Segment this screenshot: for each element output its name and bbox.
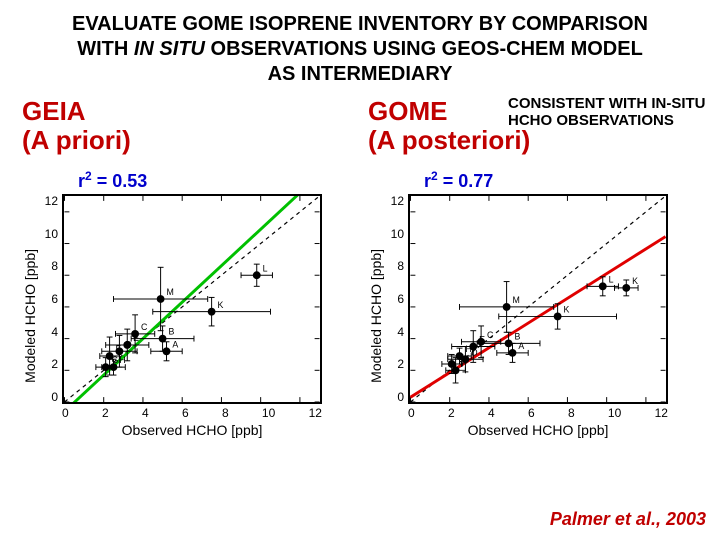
axis-tick: 0 — [408, 406, 415, 420]
axis-tick: 12 — [309, 406, 322, 420]
svg-text:K: K — [632, 276, 638, 286]
r2-prefix-left: r — [78, 171, 85, 191]
svg-text:M: M — [166, 287, 173, 297]
consistent-note-l1: CONSISTENT WITH IN-SITU — [508, 95, 720, 112]
title-line2b: OBSERVATIONS USING GEOS-CHEM MODEL — [205, 38, 643, 60]
axis-tick: 12 — [655, 406, 668, 420]
r2-suffix-left: = 0.53 — [92, 171, 148, 191]
plot-svg-left: GFHDECBAMKL — [64, 196, 320, 402]
r2-suffix-right: = 0.77 — [438, 171, 494, 191]
axis-tick: 2 — [386, 357, 404, 371]
axis-tick: 4 — [386, 325, 404, 339]
panel-header-left: GEIA (A priori) — [22, 97, 352, 167]
chart-inner-left: 121086420 GFHDECBAMKL 024681012 Observed… — [40, 194, 322, 438]
ylabel-left: Modeled HCHO [ppb] — [22, 249, 40, 383]
svg-text:C: C — [487, 330, 494, 340]
panel-gome: GOME (A posteriori) CONSISTENT WITH IN-S… — [368, 97, 698, 438]
svg-text:L: L — [263, 263, 268, 273]
svg-text:C: C — [141, 322, 148, 332]
citation: Palmer et al., 2003 — [550, 509, 706, 530]
svg-text:B: B — [168, 327, 174, 337]
axis-tick: 12 — [40, 194, 58, 208]
axis-tick: 6 — [386, 292, 404, 306]
r2-label-left: r2 = 0.53 — [78, 169, 352, 192]
consistent-note-l2: HCHO OBSERVATIONS — [508, 112, 720, 129]
axis-tick: 8 — [40, 259, 58, 273]
panel-label-geia: GEIA (A priori) — [22, 97, 352, 154]
r2-sup-right: 2 — [431, 169, 438, 183]
axis-tick: 4 — [488, 406, 495, 420]
axis-tick: 8 — [568, 406, 575, 420]
title-line2-italic: IN SITU — [134, 38, 205, 60]
axis-tick: 10 — [386, 227, 404, 241]
slide-title: EVALUATE GOME ISOPRENE INVENTORY BY COMP… — [0, 0, 720, 97]
axis-tick: 6 — [40, 292, 58, 306]
svg-text:A: A — [518, 341, 524, 351]
axis-tick: 2 — [40, 357, 58, 371]
x-axis-ticks-right: 0 2 4 6 8 10 12 — [408, 406, 668, 420]
chart-wrap-right: Modeled HCHO [ppb] 121086420 GFHDECBAMKL… — [368, 194, 698, 438]
plot-svg-right: GFHDECBAMKLK — [410, 196, 666, 402]
svg-text:H: H — [119, 355, 125, 365]
axis-tick: 6 — [528, 406, 535, 420]
axis-tick: 0 — [62, 406, 69, 420]
svg-text:M: M — [512, 295, 519, 305]
axis-tick: 2 — [448, 406, 455, 420]
chart-wrap-left: Modeled HCHO [ppb] 121086420 GFHDECBAMKL… — [22, 194, 352, 438]
axis-tick: 10 — [262, 406, 275, 420]
axis-tick: 4 — [142, 406, 149, 420]
svg-text:B: B — [514, 331, 520, 341]
axis-tick: 2 — [102, 406, 109, 420]
r2-prefix-right: r — [424, 171, 431, 191]
panel-header-right: GOME (A posteriori) CONSISTENT WITH IN-S… — [368, 97, 698, 167]
svg-text:K: K — [564, 305, 570, 315]
axis-tick: 10 — [40, 227, 58, 241]
chart-box-right: GFHDECBAMKLK 024681012 Observed HCHO [pp… — [408, 194, 668, 438]
r2-label-right: r2 = 0.77 — [424, 169, 698, 192]
y-axis-ticks-left: 12 10 8 6 4 2 0 — [40, 194, 62, 404]
axis-tick: 8 — [222, 406, 229, 420]
panel-label-gome-l2: (A posteriori) — [368, 126, 698, 155]
y-axis-ticks-right: 12 10 8 6 4 2 0 — [386, 194, 408, 404]
svg-text:L: L — [609, 274, 614, 284]
axis-tick: 4 — [40, 325, 58, 339]
panels-row: GEIA (A priori) r2 = 0.53 Modeled HCHO [… — [0, 97, 720, 438]
axis-tick: 8 — [386, 259, 404, 273]
svg-text:A: A — [172, 339, 178, 349]
plot-area-left: GFHDECBAMKL — [62, 194, 322, 404]
axis-tick: 0 — [386, 390, 404, 404]
title-line3: AS INTERMEDIARY — [268, 63, 453, 85]
chart-inner-right: 121086420 GFHDECBAMKLK 024681012 Observe… — [386, 194, 668, 438]
plot-area-right: GFHDECBAMKLK — [408, 194, 668, 404]
panel-label-geia-l2: (A priori) — [22, 126, 352, 155]
r2-sup-left: 2 — [85, 169, 92, 183]
svg-text:K: K — [218, 300, 224, 310]
ylabel-right: Modeled HCHO [ppb] — [368, 249, 386, 383]
axis-tick: 0 — [40, 390, 58, 404]
consistent-note: CONSISTENT WITH IN-SITU HCHO OBSERVATION… — [508, 95, 720, 130]
x-axis-ticks-left: 0 2 4 6 8 10 12 — [62, 406, 322, 420]
chart-box-left: GFHDECBAMKL 024681012 Observed HCHO [ppb… — [62, 194, 322, 438]
axis-tick: 12 — [386, 194, 404, 208]
axis-tick: 10 — [608, 406, 621, 420]
xlabel-right: Observed HCHO [ppb] — [408, 422, 668, 438]
axis-tick: 6 — [182, 406, 189, 420]
title-line1: EVALUATE GOME ISOPRENE INVENTORY BY COMP… — [72, 13, 648, 35]
panel-label-geia-l1: GEIA — [22, 97, 352, 126]
title-line2a: WITH — [77, 38, 134, 60]
xlabel-left: Observed HCHO [ppb] — [62, 422, 322, 438]
panel-geia: GEIA (A priori) r2 = 0.53 Modeled HCHO [… — [22, 97, 352, 438]
